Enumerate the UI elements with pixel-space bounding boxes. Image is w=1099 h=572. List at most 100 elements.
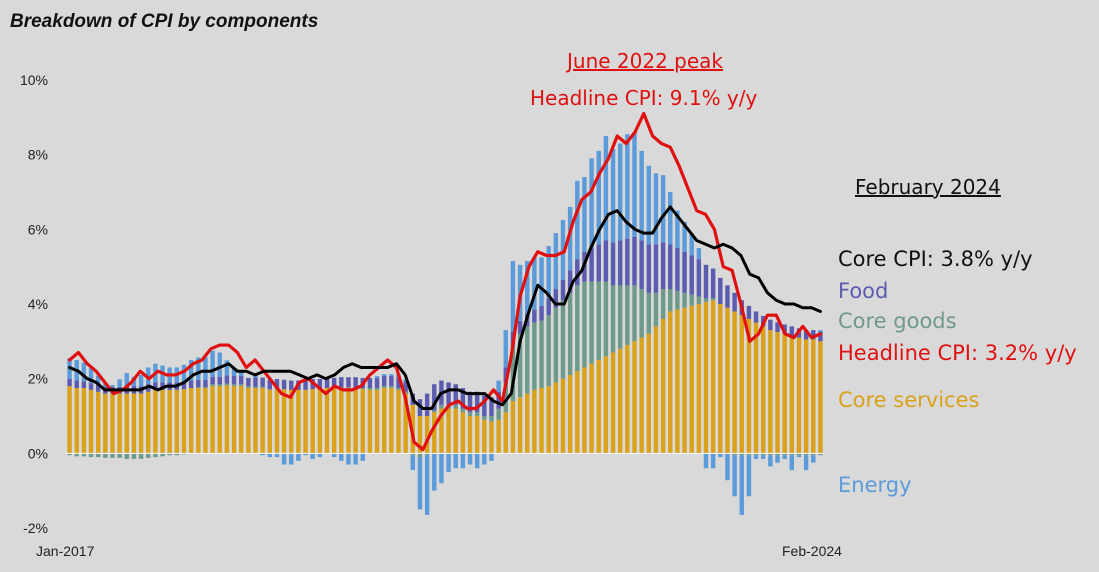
bar-segment-core-goods [539, 320, 544, 388]
bar-segment-food [374, 377, 380, 388]
bar-segment-core-goods [460, 408, 466, 413]
bar-segment-core-services [417, 416, 423, 454]
bar-segment-core-services [682, 307, 687, 454]
bar-segment-core-goods [231, 384, 237, 387]
bar-segment-core-services [453, 408, 458, 454]
bar-segment-food [517, 320, 523, 334]
bar-segment-energy [682, 221, 687, 252]
bar-segment-core-services [761, 326, 766, 454]
bar-segment-energy [482, 453, 487, 465]
bar-segment-core-services [610, 352, 616, 454]
bar-segment-food [496, 391, 501, 409]
bar-segment-food [460, 388, 466, 409]
bar-segment-energy [503, 330, 508, 368]
line-core-cpi [68, 205, 822, 411]
bar-segment-food [324, 377, 330, 388]
bar-segment-food [818, 332, 823, 342]
bar-segment-core-services [246, 388, 251, 454]
bar-segment-core-goods [181, 453, 187, 455]
bar-segment-energy [646, 165, 652, 245]
bar-segment-energy [432, 453, 437, 491]
bar-segment-core-goods [575, 285, 580, 372]
legend-core-services: Core services [838, 388, 980, 412]
bar-segment-core-services [689, 305, 694, 454]
bar-segment-core-services [625, 345, 630, 454]
bar-segment-core-services [74, 388, 79, 454]
bar-segment-core-services [138, 393, 144, 454]
bar-segment-core-goods [811, 453, 816, 456]
bar-segment-core-services [646, 333, 652, 454]
peak-annotation-value: Headline CPI: 9.1% y/y [530, 86, 758, 110]
bar-segment-core-services [768, 330, 773, 454]
bar-segment-energy [88, 368, 94, 384]
bar-segment-energy [446, 453, 451, 472]
bar-segment-energy [753, 455, 759, 459]
bar-segment-food [803, 330, 809, 340]
bar-segment-core-services [310, 389, 315, 454]
bar-segment-food [732, 292, 737, 312]
bar-segment-energy [474, 453, 480, 469]
bar-segment-core-services [81, 388, 87, 454]
bar-segment-core-services [739, 315, 744, 454]
bar-segment-food [253, 377, 258, 387]
bar-segment-core-goods [689, 294, 694, 306]
bar-segment-core-goods [761, 453, 766, 456]
bar-segment-energy [117, 379, 122, 387]
bar-segment-energy [703, 453, 709, 469]
bar-segment-core-services [725, 307, 730, 454]
bar-segment-food [596, 244, 601, 282]
bar-segment-food [610, 242, 616, 286]
bar-segment-core-goods [67, 453, 72, 456]
bar-segment-energy [589, 158, 594, 248]
bar-segment-core-services [432, 412, 437, 454]
bar-segment-core-services [439, 408, 444, 454]
bar-segment-core-services [424, 416, 430, 454]
bar-segment-energy [260, 453, 265, 456]
bar-segment-core-goods [582, 281, 587, 368]
bar-segment-energy [188, 360, 194, 381]
bar-segment-food [217, 376, 222, 385]
bar-segment-core-goods [532, 322, 537, 390]
bar-segment-energy [625, 134, 630, 239]
bar-segment-core-goods [596, 281, 601, 360]
bar-segment-core-services [146, 391, 151, 454]
bar-segment-core-services [396, 389, 401, 454]
bar-segment-core-goods [267, 389, 273, 390]
bar-segment-energy [317, 453, 323, 458]
bar-segment-core-services [718, 304, 723, 454]
bar-segment-energy [732, 455, 737, 497]
bar-segment-energy [525, 261, 530, 314]
x-tick-label-start: Jan-2017 [36, 543, 95, 559]
bar-segment-food [768, 319, 773, 331]
bar-segment-core-services [775, 332, 780, 454]
bar-segment-core-services [675, 309, 680, 454]
bar-segment-core-goods [403, 391, 408, 394]
bar-segment-core-services [382, 388, 387, 454]
bar-segment-energy [696, 248, 702, 260]
bar-segment-core-services [496, 419, 501, 454]
bar-segment-core-goods [675, 290, 680, 310]
bar-segment-energy [138, 374, 144, 387]
bar-segment-energy [789, 455, 795, 471]
bar-segment-core-services [732, 311, 737, 454]
bar-segment-core-goods [803, 453, 809, 456]
bar-segment-energy [582, 177, 587, 252]
bar-segment-core-services [710, 300, 716, 454]
bar-segment-food [446, 382, 451, 405]
bar-segment-energy [360, 453, 365, 461]
bar-segment-energy [110, 385, 115, 387]
bar-segment-food [689, 255, 694, 295]
bar-segment-core-goods [668, 289, 673, 312]
bar-segment-energy [761, 455, 766, 459]
peak-annotation-label: June 2022 peak [567, 49, 724, 73]
bar-segment-core-goods [432, 410, 437, 413]
bar-segment-energy [210, 350, 215, 377]
bar-segment-food [353, 377, 358, 388]
bar-segment-core-goods [424, 453, 430, 456]
bar-segment-energy [181, 364, 187, 382]
bar-segment-core-goods [710, 298, 716, 301]
bar-segment-food [67, 378, 72, 387]
bar-segment-food [331, 377, 337, 388]
bar-segment-core-services [103, 393, 108, 454]
